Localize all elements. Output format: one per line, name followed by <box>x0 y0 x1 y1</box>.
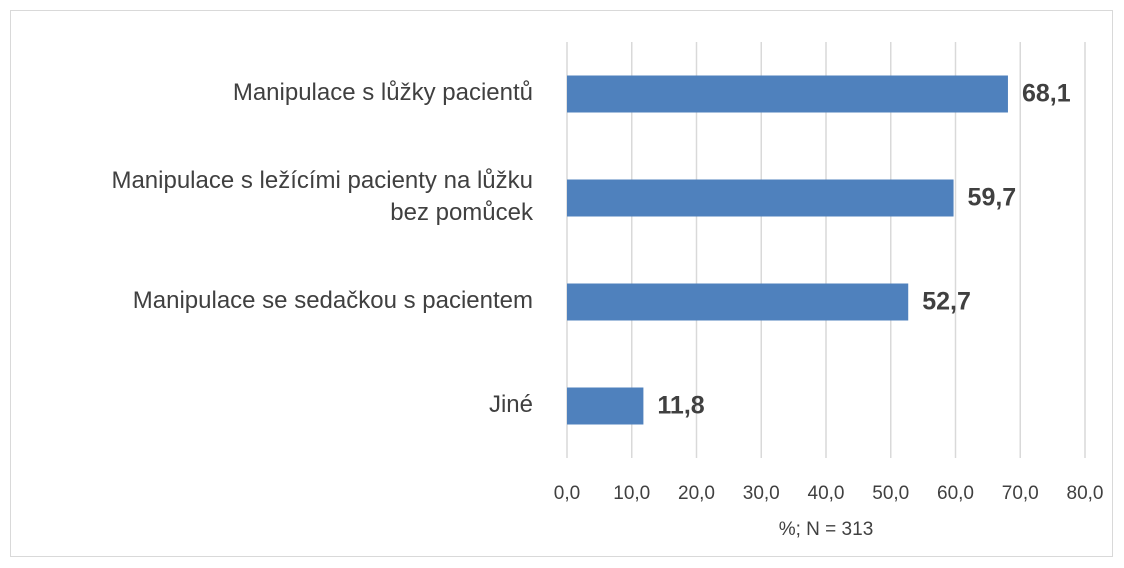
x-tick-label: 20,0 <box>678 483 715 504</box>
value-label: 11,8 <box>657 392 704 420</box>
x-tick-label: 0,0 <box>554 483 580 504</box>
x-tick-label: 40,0 <box>808 483 845 504</box>
bar <box>567 387 644 425</box>
y-tick-label: Jiné <box>489 391 533 418</box>
bar <box>567 283 909 321</box>
x-tick-label: 80,0 <box>1067 483 1104 504</box>
value-label: 59,7 <box>968 184 1017 212</box>
x-tick-label: 60,0 <box>937 483 974 504</box>
y-tick-label: Manipulace se sedačkou s pacientem <box>133 287 533 314</box>
bar <box>567 179 954 217</box>
x-tick-label: 50,0 <box>872 483 909 504</box>
bar <box>567 75 1008 113</box>
y-tick-label: Manipulace s ležícími pacienty na lůžku b… <box>111 167 534 226</box>
value-label: 52,7 <box>922 288 971 316</box>
x-axis-label: %; N = 313 <box>779 519 874 540</box>
x-tick-label: 70,0 <box>1002 483 1039 504</box>
x-tick-label: 30,0 <box>743 483 780 504</box>
value-label: 68,1 <box>1022 80 1071 108</box>
x-tick-label: 10,0 <box>613 483 650 504</box>
y-tick-label: Manipulace s lůžky pacientů <box>233 79 533 106</box>
